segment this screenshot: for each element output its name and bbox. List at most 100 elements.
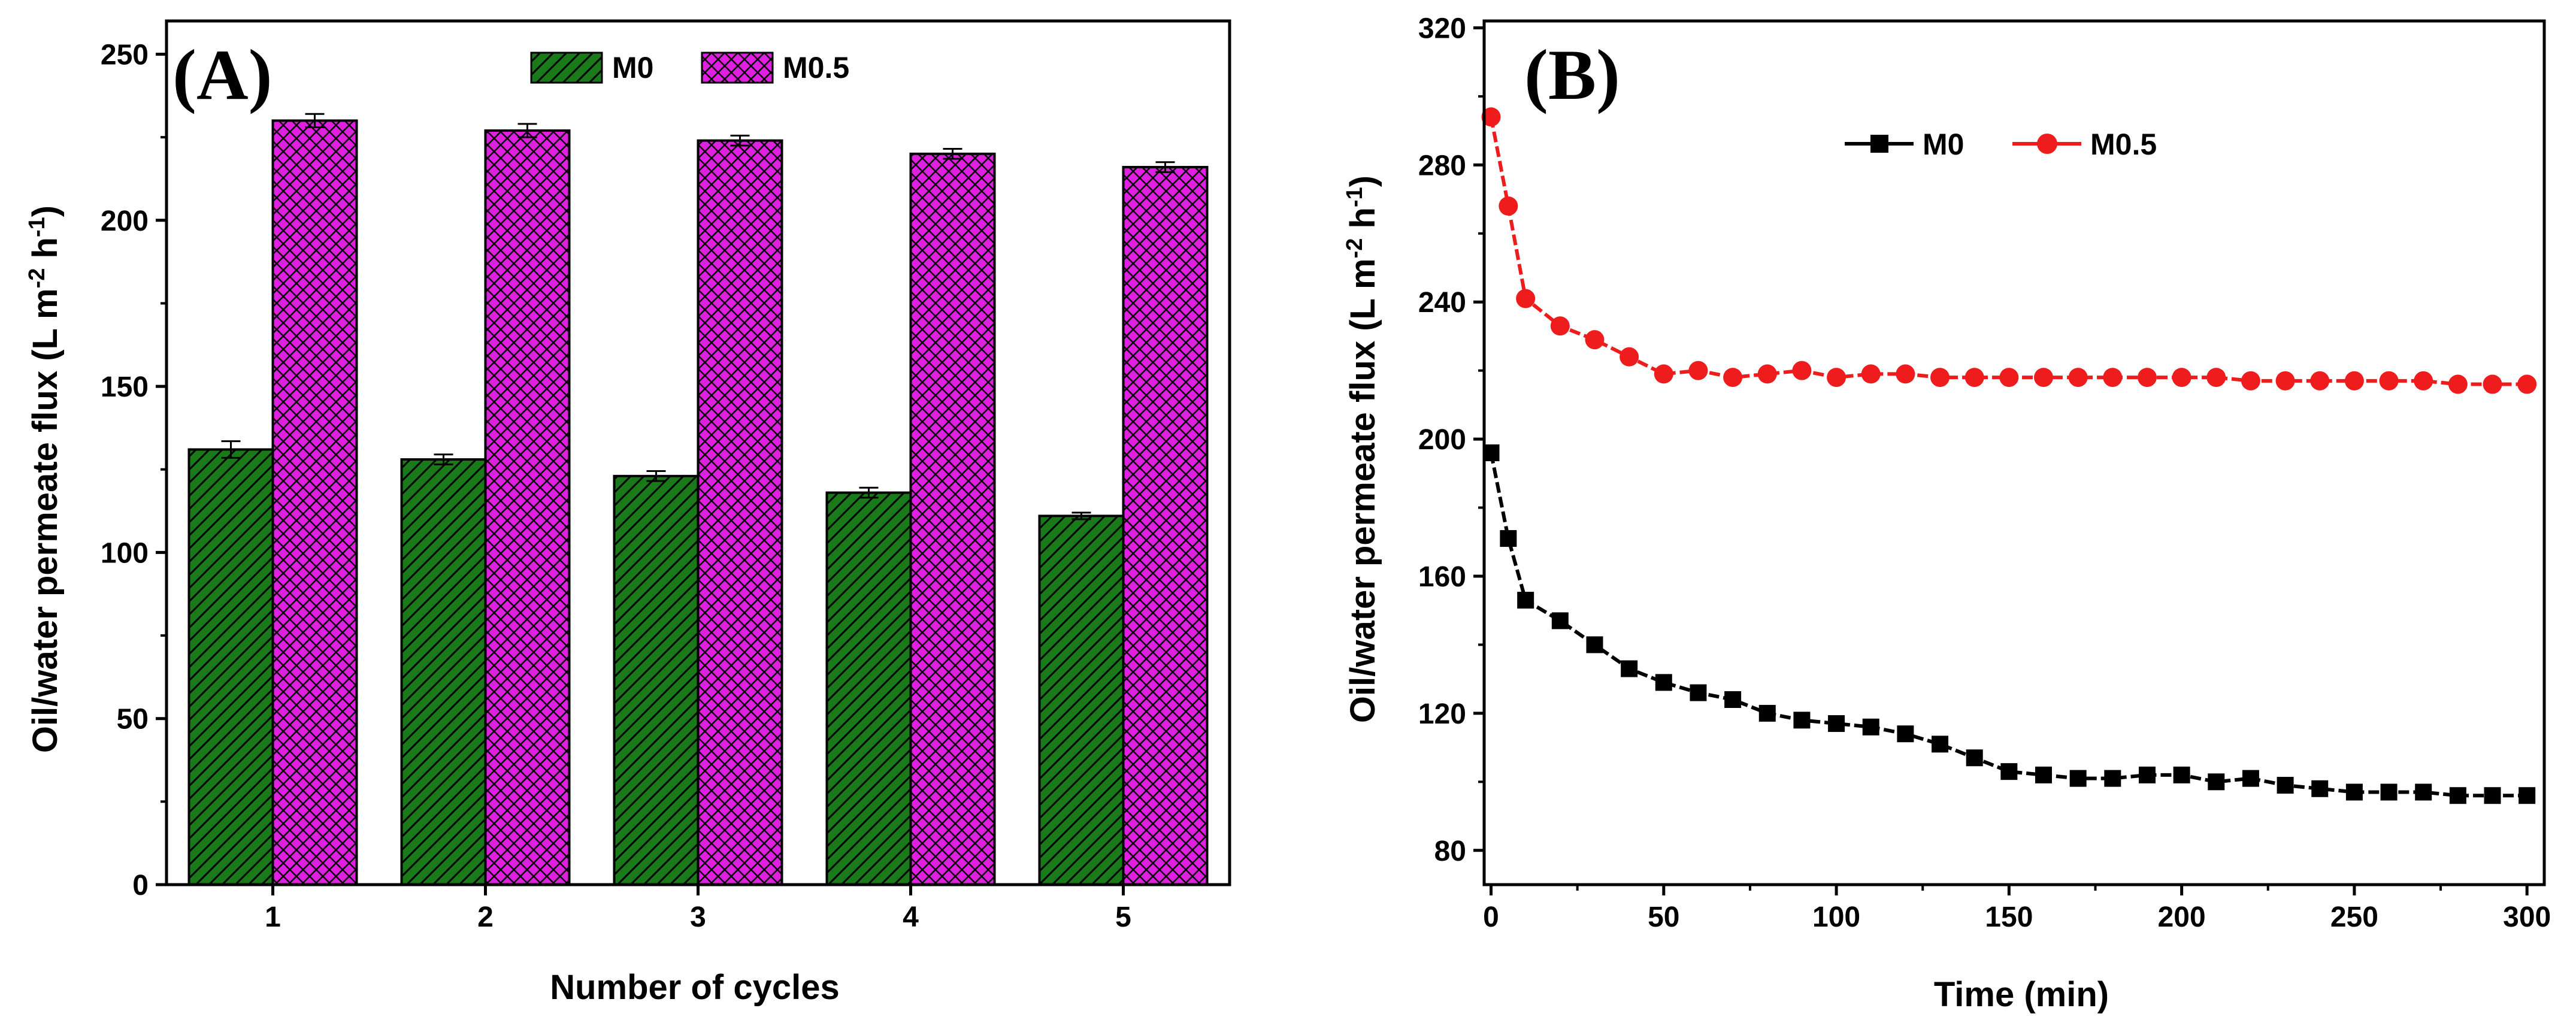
data-point-m0	[2069, 770, 2087, 787]
data-point-m05	[1861, 364, 1881, 384]
data-point-m0	[1621, 660, 1638, 677]
x-tick-label: 3	[690, 901, 706, 933]
data-point-m05	[1792, 361, 1812, 380]
y-axis-title-exp2: -1	[1342, 187, 1367, 207]
bar-m05-cycle-5	[1122, 166, 1209, 886]
bar-m05-cycle-3	[697, 139, 783, 886]
data-point-m05	[1585, 330, 1605, 350]
data-point-m05	[2103, 368, 2123, 388]
x-tick-label: 0	[1483, 901, 1499, 933]
legend-label-m0: M0	[1923, 128, 1964, 161]
x-tick-label: 200	[2158, 901, 2206, 933]
data-point-m05	[1516, 289, 1536, 308]
data-point-m0	[1586, 636, 1603, 653]
x-tick-label: 150	[1985, 901, 2033, 933]
data-point-m05	[1654, 364, 1673, 384]
y-tick-label: 250	[101, 39, 149, 71]
y-axis-title-end: )	[1343, 175, 1382, 187]
x-tick-label: 1	[265, 901, 281, 933]
panel-b-plot-frame	[1482, 19, 2546, 886]
data-point-m05	[2206, 368, 2226, 388]
legend-swatch-m05	[701, 52, 774, 84]
y-tick-label: 200	[101, 205, 149, 237]
y-tick-label: 160	[1418, 561, 1466, 593]
data-point-m05	[1827, 368, 1847, 388]
panel-b-x-axis-title: Time (min)	[1934, 975, 2109, 1014]
data-point-m05	[2483, 374, 2502, 394]
x-tick-label: 100	[1812, 901, 1860, 933]
data-point-m0	[2449, 787, 2466, 804]
panel-b-label: (B)	[1524, 35, 1620, 114]
panel-a-bars	[187, 113, 1209, 886]
data-point-m0	[1793, 712, 1811, 729]
y-tick-label: 50	[117, 704, 149, 736]
panel-a-label: (A)	[172, 35, 273, 114]
data-point-m05	[1620, 347, 1639, 367]
data-point-m05	[2137, 368, 2157, 388]
data-point-m0	[2311, 780, 2329, 797]
y-axis-title-end: )	[26, 205, 65, 217]
y-tick-label: 120	[1418, 698, 1466, 730]
data-point-m05	[1964, 368, 1984, 388]
y-axis-title-exp1: -2	[1342, 238, 1367, 259]
data-point-m0	[2277, 777, 2294, 794]
data-point-m05	[2172, 368, 2191, 388]
bar-m0-cycle-2	[400, 458, 487, 886]
data-point-m0	[1690, 684, 1707, 701]
data-point-m05	[1723, 368, 1743, 388]
bar-m0-cycle-4	[825, 491, 912, 886]
data-point-m0	[2035, 766, 2053, 783]
data-point-m05	[1550, 316, 1570, 336]
bar-m05-cycle-2	[484, 129, 571, 886]
y-tick-label: 320	[1418, 13, 1466, 44]
data-point-m05	[2241, 371, 2260, 391]
panel-b-axes: 80 120 160 200 240 280 320 0 50 100 150 200 250 300	[1418, 13, 2551, 933]
data-point-m05	[1930, 368, 1950, 388]
data-point-m05	[1688, 361, 1708, 380]
data-point-m0	[2208, 773, 2225, 791]
series-line-m0	[1489, 452, 2527, 798]
legend-marker-m0	[1870, 135, 1888, 153]
data-point-m05	[1757, 364, 1777, 384]
data-point-m05	[2344, 371, 2364, 391]
data-point-m0	[1828, 715, 1845, 733]
data-point-m05	[2310, 371, 2330, 391]
data-point-m0	[1966, 749, 1983, 767]
data-point-m0	[2415, 783, 2432, 801]
y-tick-label: 280	[1418, 150, 1466, 181]
data-point-m0	[1758, 704, 1776, 722]
y-axis-title-mid: h	[1343, 207, 1382, 238]
data-point-m05	[2275, 371, 2295, 391]
x-tick-label: 250	[2330, 901, 2378, 933]
y-axis-title-main: Oil/water permeate flux (L m	[26, 288, 65, 753]
panel-b-series	[1481, 107, 2537, 804]
data-point-m0	[2380, 783, 2398, 801]
panel-b-legend: M0 M0.5	[1845, 128, 2157, 161]
panel-a-legend: M0 M0.5	[530, 51, 849, 84]
data-point-m05	[2068, 368, 2088, 388]
data-point-m0	[2104, 770, 2121, 787]
series-line-m05	[1489, 116, 2527, 386]
bar-m0-cycle-1	[187, 448, 274, 886]
data-point-m05	[2517, 374, 2537, 394]
data-point-m0	[2484, 787, 2501, 804]
data-point-m0	[1517, 592, 1534, 609]
data-point-m0	[2242, 770, 2259, 787]
data-point-m05	[1999, 368, 2019, 388]
data-point-m0	[2000, 763, 2018, 780]
data-point-m05	[1499, 196, 1518, 216]
panel-a-y-axis-title: Oil/water permeate flux (L m-2 h-1)	[25, 205, 65, 753]
y-tick-label: 0	[132, 870, 149, 901]
data-point-m0	[2345, 783, 2363, 801]
data-point-m0	[1724, 691, 1742, 708]
data-point-m0	[1897, 725, 1914, 743]
y-tick-label: 240	[1418, 287, 1466, 319]
y-axis-title-exp1: -2	[25, 268, 50, 289]
data-point-m0	[1932, 736, 1949, 753]
data-point-m0	[2173, 766, 2190, 783]
data-point-m0	[1655, 674, 1672, 691]
x-tick-label: 50	[1648, 901, 1679, 933]
data-point-m05	[2448, 374, 2468, 394]
y-axis-title-mid: h	[26, 237, 65, 268]
